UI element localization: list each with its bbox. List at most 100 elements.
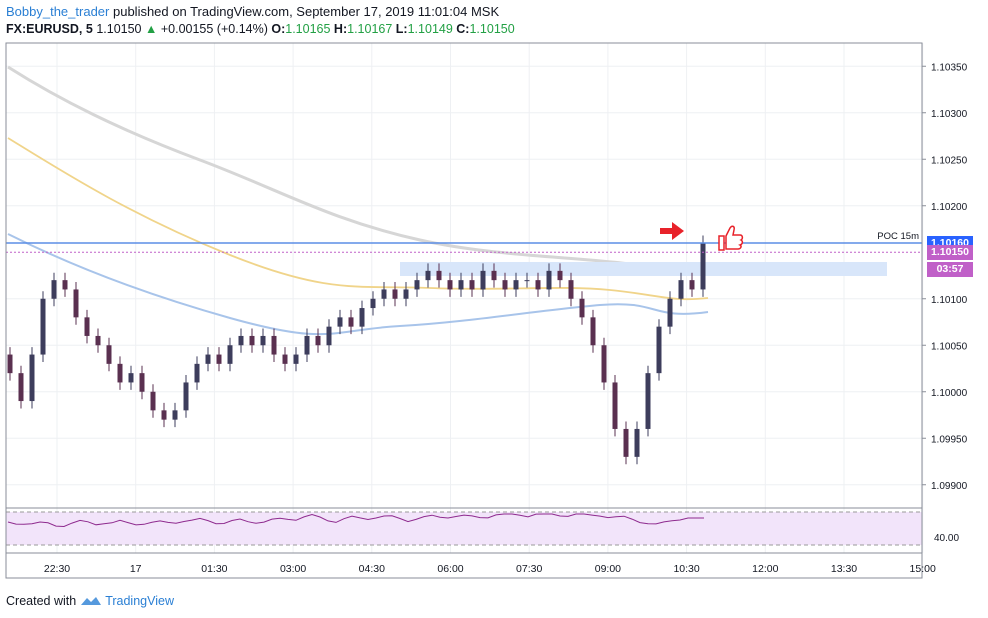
candle-body [657,327,662,374]
candle-body [217,355,222,364]
time-tick-label: 12:00 [752,563,778,575]
ma-200-line [8,67,680,272]
created-with-text: Created with [6,594,76,608]
price-tick-label: 1.10200 [931,202,968,213]
candle-body [382,289,387,298]
red-arrow-icon [660,222,684,240]
candle-body [558,271,563,280]
thumbs-up-icon [719,226,742,250]
candle-body [360,308,365,327]
candle-body [426,271,431,280]
candle-body [151,392,156,411]
price-tick-label: 1.10250 [931,155,968,166]
candle-body [635,429,640,457]
candle-body [602,345,607,382]
tradingview-logo[interactable]: TradingView [80,594,174,608]
price-tick-label: 1.09950 [931,434,968,445]
candle-body [30,355,35,402]
candle-body [492,271,497,280]
time-tick-label: 10:30 [673,563,699,575]
candle-body [613,382,618,429]
axes: 1.10350 1.10300 1.10250 1.10200 1.10100 1.100… [6,43,968,578]
candle-body [8,355,13,374]
price-tick-label: 1.10100 [931,295,968,306]
candle-body [569,280,574,299]
candle-body [393,289,398,298]
moving-averages [8,67,708,334]
price-tick-label: 1.10050 [931,341,968,352]
candle-body [74,289,79,317]
candle-body [184,382,189,410]
candle-body [41,299,46,355]
candle-body [514,280,519,289]
candle-body [316,336,321,345]
time-tick-label: 01:30 [201,563,227,575]
candle-body [239,336,244,345]
candle-body [371,299,376,308]
candle-body [283,355,288,364]
poc-label: POC 15m [877,231,919,242]
tradingview-brand: TradingView [105,594,174,608]
candle-body [173,410,178,419]
supply-zone [400,262,887,276]
price-tick-label: 1.09900 [931,481,968,492]
time-tick-label: 06:00 [437,563,463,575]
candle-body [547,271,552,290]
candle-body [162,410,167,419]
candle-body [404,289,409,298]
time-tick-label: 03:00 [280,563,306,575]
time-tick-label: 04:30 [359,563,385,575]
candle-body [85,317,90,336]
time-tick-label: 13:30 [831,563,857,575]
candle-body [646,373,651,429]
time-tick-label: 15:00 [910,563,936,575]
candle-body [327,327,332,346]
last-price-tag: 1.10150 [927,245,973,260]
rsi-band [6,512,922,545]
candle-body [195,364,200,383]
time-tick-label: 22:30 [44,563,70,575]
candle-body [140,373,145,392]
candle-body [591,317,596,345]
candle-body [118,364,123,383]
candle-body [129,373,134,382]
candle-body [679,280,684,299]
candle-body [481,271,486,290]
candle-body [294,355,299,364]
candle-body [624,429,629,457]
tradingview-logo-icon [80,595,102,607]
rsi-label: 40.00 [934,533,959,544]
candle-body [261,336,266,345]
candle-body [250,336,255,345]
rsi-pane: 40.00 [6,512,959,545]
candle-body [459,280,464,289]
candle-body [206,355,211,364]
candle-body [96,336,101,345]
resistance-zone [400,262,887,276]
candle-body [63,280,68,289]
price-tick-label: 1.10300 [931,109,968,120]
candle-body [272,336,277,355]
footer: Created with TradingView [6,594,174,608]
candle-body [228,345,233,364]
candle-body [437,271,442,280]
grid-lines [6,43,923,553]
candle-body [690,280,695,289]
time-tick-label: 07:30 [516,563,542,575]
chart-frame [6,43,922,578]
candle-body [19,373,24,401]
bar-countdown: 03:57 [927,262,973,277]
price-tick-label: 1.10350 [931,62,968,73]
candle-body [305,336,310,355]
candle-body [415,280,420,289]
candle-body [349,317,354,326]
candle-body [52,280,57,299]
candle-body [668,299,673,327]
candle-body [525,280,530,281]
candle-body [580,299,585,318]
candle-body [536,280,541,289]
candle-body [338,317,343,326]
time-tick-label: 17 [130,563,142,575]
candle-body [701,243,706,290]
